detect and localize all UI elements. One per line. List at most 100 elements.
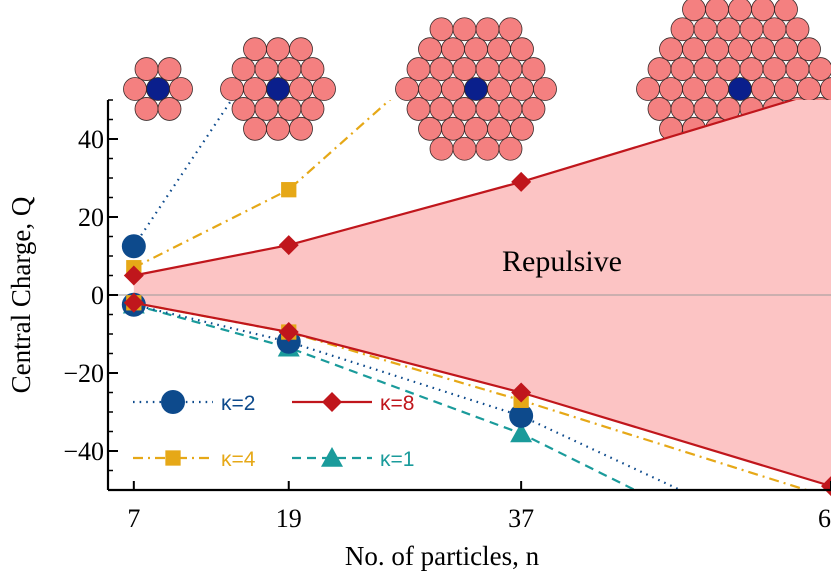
cluster-particle [452, 97, 477, 121]
cluster-n37 [395, 17, 557, 161]
cluster-center-particle [728, 77, 752, 101]
cluster-particle [751, 77, 775, 101]
cluster-particle [464, 37, 488, 62]
legend-label: κ=4 [221, 448, 256, 471]
cluster-particle [123, 77, 147, 101]
cluster-particle [533, 77, 557, 101]
cluster-center-particle [146, 77, 170, 101]
cluster-particle [406, 97, 431, 121]
cluster-particle [266, 37, 290, 62]
legend-marker [161, 390, 185, 414]
cluster-particle [705, 77, 729, 101]
y-tick-label: −20 [63, 359, 104, 388]
cluster-particle [705, 37, 729, 62]
y-tick-label: 0 [91, 281, 104, 310]
legend-entry: κ=2 [133, 390, 255, 415]
cluster-particle [475, 17, 500, 42]
cluster-particle [475, 97, 500, 121]
data-point [123, 292, 144, 313]
cluster-particle [289, 77, 313, 101]
cluster-particle [418, 77, 442, 101]
cluster-particle [659, 77, 683, 101]
cluster-particle [277, 57, 302, 81]
cluster-particle [134, 97, 159, 121]
cluster-particle [728, 0, 752, 22]
y-tick-label: −40 [63, 437, 104, 466]
cluster-particle [429, 57, 454, 81]
cluster-particle [254, 57, 279, 81]
legend-label: κ=2 [221, 392, 255, 415]
cluster-particle [464, 116, 488, 141]
data-point [509, 403, 534, 428]
legend-entry: κ=1 [292, 447, 414, 471]
cluster-n19 [220, 37, 336, 141]
cluster-particle [693, 17, 718, 42]
cluster-particle [452, 17, 477, 42]
cluster-particle [647, 57, 672, 81]
legend-entry: κ=4 [133, 448, 256, 471]
legend-marker [165, 450, 181, 466]
data-point [121, 234, 146, 259]
series-line-lower [133, 303, 683, 490]
cluster-particle [808, 57, 831, 81]
x-tick-label: 37 [508, 504, 534, 533]
legend: κ=2 κ=8 κ=4 κ=1 [133, 390, 414, 471]
cluster-particle [441, 37, 465, 62]
data-point [123, 265, 144, 286]
cluster-particle [475, 57, 500, 81]
data-point [278, 322, 299, 343]
series-line-upper [133, 100, 797, 277]
cluster-particle [266, 116, 290, 141]
series-line-upper [132, 100, 233, 247]
legend-marker [322, 392, 342, 412]
cluster-particle [693, 97, 718, 121]
cluster-particle [487, 77, 511, 101]
repulsive-region-fill [133, 100, 831, 487]
cluster-particle [498, 97, 523, 121]
series-line-lower [133, 301, 831, 488]
cluster-center-particle [464, 77, 488, 101]
x-tick-label: 61 [818, 504, 831, 533]
cluster-particle [429, 97, 454, 121]
cluster-particle [636, 77, 660, 101]
cluster-particle [312, 77, 336, 101]
cluster-particle [169, 77, 193, 101]
legend-entry: κ=8 [292, 392, 414, 415]
legend-label: κ=8 [380, 392, 414, 415]
cluster-particle [510, 116, 534, 141]
cluster-particle [762, 57, 787, 81]
cluster-particle [395, 77, 419, 101]
cluster-particle [716, 57, 741, 81]
cluster-particle [820, 77, 831, 101]
x-tick-label: 7 [127, 504, 140, 533]
cluster-particle [716, 17, 741, 42]
cluster-particle [300, 57, 325, 81]
cluster-particle [659, 37, 683, 62]
cluster-particle [670, 57, 695, 81]
cluster-particle [475, 136, 500, 161]
cluster-particle [157, 57, 182, 81]
data-point [281, 182, 297, 198]
cluster-particle [670, 17, 695, 42]
cluster-particle [739, 57, 764, 81]
cluster-particle [498, 17, 523, 42]
repulsive-region [133, 100, 831, 487]
y-tick-label: 20 [78, 203, 104, 232]
data-point [510, 422, 533, 443]
cluster-particle [498, 136, 523, 161]
cluster-particle [157, 97, 182, 121]
cluster-particle [647, 97, 672, 121]
cluster-particle [452, 57, 477, 81]
cluster-particle [429, 136, 454, 161]
cluster-particle [243, 116, 267, 141]
cluster-particle [705, 0, 729, 22]
cluster-particle [243, 77, 267, 101]
cluster-particle [682, 77, 706, 101]
cluster-particle [289, 116, 313, 141]
cluster-particle [429, 17, 454, 42]
cluster-particle [670, 97, 695, 121]
cluster-particle [231, 57, 256, 81]
cluster-center-particle [266, 77, 290, 101]
cluster-particle [785, 17, 810, 42]
